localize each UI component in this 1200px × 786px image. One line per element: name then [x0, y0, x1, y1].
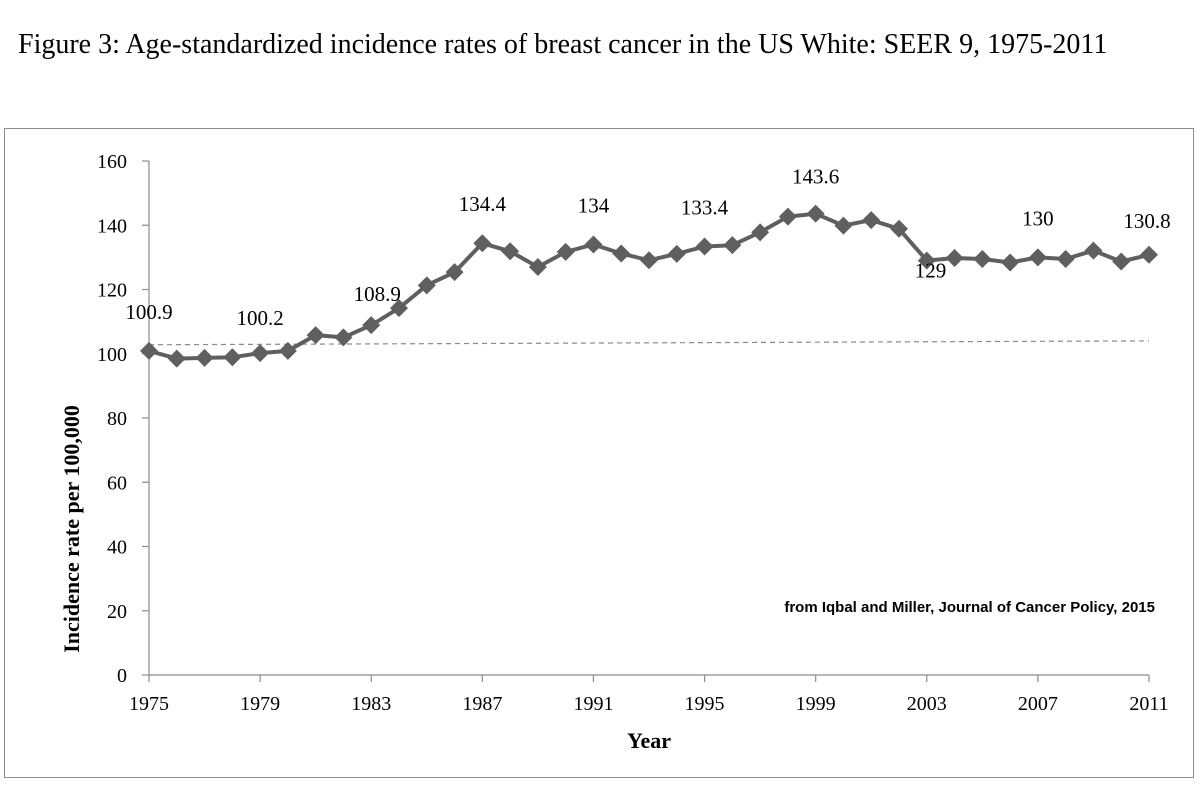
x-tick-label: 1983	[351, 693, 391, 715]
data-point-marker	[973, 249, 992, 268]
data-point-marker	[1056, 249, 1075, 268]
data-label: 100.2	[236, 306, 283, 330]
y-tick-label: 100	[97, 344, 127, 366]
data-point-marker	[501, 242, 520, 261]
data-point-marker	[723, 236, 742, 255]
y-tick-label: 60	[107, 472, 127, 494]
data-label: 143.6	[792, 165, 839, 189]
data-point-marker	[417, 276, 436, 295]
data-label: 130.8	[1123, 209, 1170, 233]
y-tick-label: 160	[97, 151, 127, 173]
y-axis-title: Incidence rate per 100,000	[59, 405, 84, 653]
x-tick-label: 2003	[907, 693, 947, 715]
x-tick-label: 1991	[573, 693, 613, 715]
chart-frame: 0 20 40 60 80 100 120 140 160 1975 1979 1983 1987 199…	[4, 128, 1194, 778]
y-tick-label: 40	[107, 537, 127, 559]
y-tick-label: 20	[107, 601, 127, 623]
x-tick-label: 2011	[1129, 693, 1168, 715]
data-label: 134.4	[459, 192, 507, 216]
data-labels-layer: 100.9 100.2 108.9 134.4 134 133.4 143.6 129 130 1…	[125, 165, 1170, 330]
data-point-marker	[445, 263, 464, 282]
x-tick-label: 2007	[1018, 693, 1058, 715]
source-note: from Iqbal and Miller, Journal of Cancer…	[784, 599, 1155, 616]
data-point-marker	[917, 251, 936, 270]
x-tick-label: 1995	[685, 693, 725, 715]
data-point-marker	[306, 326, 325, 345]
data-label: 129	[915, 259, 947, 283]
data-label: 100.9	[125, 300, 172, 324]
data-point-marker	[195, 348, 214, 367]
data-point-marker	[778, 207, 797, 226]
data-point-marker	[362, 316, 381, 335]
series-layer	[140, 204, 1158, 368]
data-label: 108.9	[354, 282, 401, 306]
figure-caption: Figure 3: Age-standardized incidence rat…	[18, 29, 1108, 60]
axes: 0 20 40 60 80 100 120 140 160 1975 1979 1983 1987 199…	[97, 151, 1169, 715]
y-tick-label: 0	[117, 665, 127, 687]
x-tick-label: 1979	[240, 693, 280, 715]
data-point-marker	[640, 251, 658, 270]
data-point-marker	[806, 204, 825, 223]
data-point-marker	[278, 341, 297, 360]
line-chart: 0 20 40 60 80 100 120 140 160 1975 1979 1983 1987 199…	[59, 151, 1171, 753]
data-point-marker	[751, 223, 770, 242]
data-point-marker	[584, 235, 603, 254]
series-line	[148, 211, 1150, 361]
x-axis-title: Year	[627, 728, 671, 753]
y-tick-label: 80	[107, 408, 127, 430]
data-point-marker	[1084, 241, 1103, 260]
x-tick-label: 1975	[129, 693, 169, 715]
data-point-marker	[1112, 252, 1131, 271]
data-point-marker	[556, 242, 575, 261]
data-point-marker	[945, 249, 964, 268]
x-tick-label: 1999	[796, 693, 836, 715]
data-point-marker	[528, 258, 547, 277]
data-point-marker	[667, 244, 686, 263]
data-point-marker	[612, 244, 631, 263]
data-point-marker	[1140, 245, 1158, 264]
data-point-marker	[890, 219, 908, 238]
data-label: 130	[1022, 206, 1054, 230]
data-point-marker	[390, 299, 408, 318]
x-tick-label: 1987	[462, 693, 502, 715]
data-label: 134	[578, 194, 610, 218]
data-point-marker	[334, 328, 353, 347]
data-point-marker	[695, 237, 714, 256]
data-label: 133.4	[681, 195, 729, 219]
data-point-marker	[251, 344, 270, 363]
data-point-marker	[862, 211, 881, 230]
data-point-marker	[1028, 248, 1047, 267]
data-point-marker	[140, 341, 158, 360]
data-point-marker	[223, 348, 242, 367]
data-point-marker	[1001, 253, 1020, 272]
data-point-marker	[473, 234, 492, 253]
data-point-marker	[167, 349, 186, 368]
y-tick-label: 140	[97, 215, 127, 237]
y-tick-label: 120	[97, 280, 127, 302]
data-point-marker	[834, 216, 853, 235]
